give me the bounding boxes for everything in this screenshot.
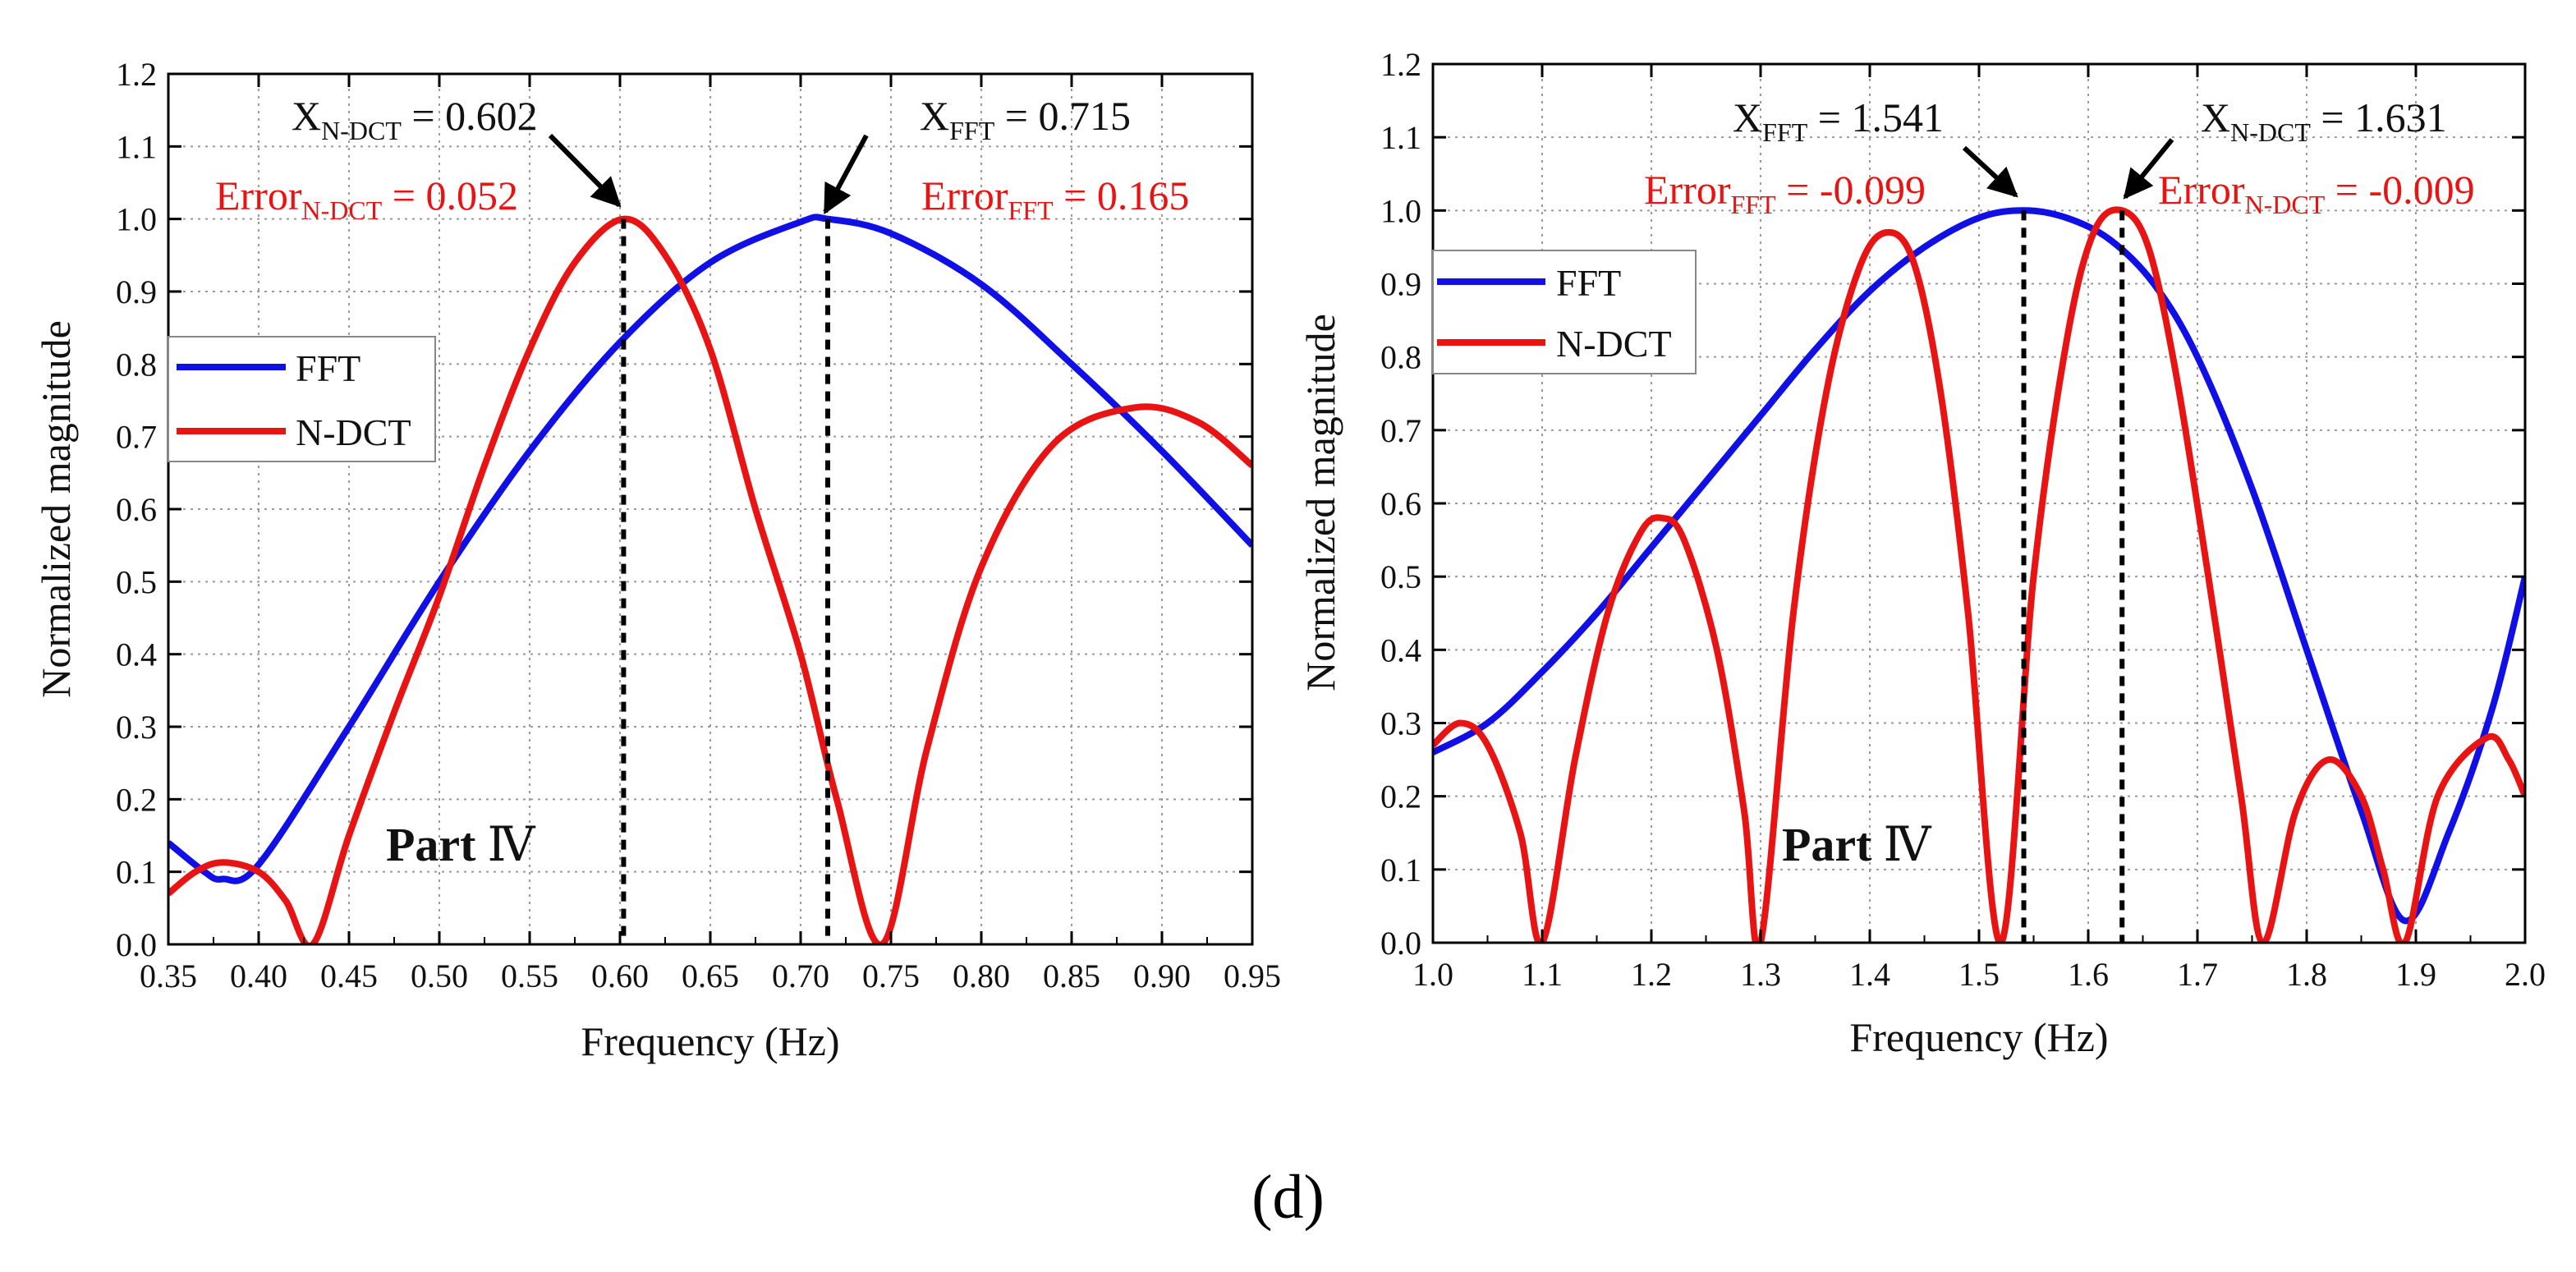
left-series xyxy=(168,214,1252,944)
right-annotation-x-ndct: XN-DCT = 1.631 xyxy=(2201,94,2447,147)
right-x-tick-label: 1.1 xyxy=(1522,956,1563,993)
left-y-tick-label: 1.1 xyxy=(116,128,157,165)
right-x-axis-label: Frequency (Hz) xyxy=(1849,1014,2108,1060)
right-y-tick-label: 0.7 xyxy=(1380,412,1421,449)
right-x-tick-label: 1.2 xyxy=(1631,956,1672,993)
left-series-n-dct xyxy=(168,215,1252,944)
left-y-tick-label: 0.6 xyxy=(116,491,157,528)
left-x-tick-label: 0.65 xyxy=(682,957,739,994)
left-x-axis-label: Frequency (Hz) xyxy=(581,1018,839,1064)
right-legend: FFT N-DCT xyxy=(1432,250,1697,374)
left-y-tick-label: 0.0 xyxy=(116,926,157,963)
left-y-tick-label: 0.9 xyxy=(116,273,157,310)
left-annotation-error-fft: ErrorFFT = 0.165 xyxy=(921,172,1189,225)
right-x-tick-label: 1.8 xyxy=(2286,956,2327,993)
left-annotation-x-fft: XFFT = 0.715 xyxy=(920,93,1131,145)
left-y-tick-label: 0.7 xyxy=(116,419,157,456)
left-x-tick-label: 0.80 xyxy=(953,957,1010,994)
left-annotation-error-ndct: ErrorN-DCT = 0.052 xyxy=(215,172,518,225)
right-legend-ndct-label: N-DCT xyxy=(1556,323,1672,365)
left-x-tick-label: 0.70 xyxy=(772,957,829,994)
left-series-fft xyxy=(168,214,1252,884)
left-legend-ndct-label: N-DCT xyxy=(296,411,411,453)
right-y-tick-label: 0.6 xyxy=(1380,485,1421,522)
left-x-tick-label: 0.90 xyxy=(1133,957,1191,994)
right-series-n-dct xyxy=(1433,206,2525,943)
left-legend: FFT N-DCT xyxy=(168,336,436,462)
left-legend-fft-label: FFT xyxy=(296,347,360,389)
left-ticks: 0.35 0.40 0.45 0.50 0.55 0.60 0.65 0.70 0.75 0.80… xyxy=(116,56,1281,994)
right-y-tick-label: 0.1 xyxy=(1380,852,1421,889)
left-y-tick-label: 0.5 xyxy=(116,563,157,600)
right-arrow-ndct xyxy=(2123,138,2174,200)
right-x-tick-label: 1.5 xyxy=(1958,956,2000,993)
right-series-fft xyxy=(1433,207,2525,925)
left-y-axis-label: Normalized magnitude xyxy=(33,320,79,698)
right-x-tick-label: 1.6 xyxy=(2068,956,2109,993)
right-y-tick-label: 0.2 xyxy=(1380,778,1421,815)
right-y-tick-label: 0.9 xyxy=(1380,266,1421,303)
right-x-tick-label: 1.4 xyxy=(1849,956,1890,993)
right-markers xyxy=(2021,210,2125,943)
right-x-tick-label: 1.7 xyxy=(2177,956,2218,993)
right-annotation-error-fft: ErrorFFT = -0.099 xyxy=(1644,167,1926,219)
left-x-tick-label: 0.55 xyxy=(501,957,558,994)
right-y-tick-label: 0.3 xyxy=(1380,705,1421,742)
right-x-tick-label: 1.0 xyxy=(1412,956,1453,993)
left-y-tick-label: 1.0 xyxy=(116,201,157,238)
right-y-tick-label: 1.1 xyxy=(1380,119,1421,156)
left-y-tick-label: 1.2 xyxy=(116,56,157,93)
right-y-tick-label: 1.2 xyxy=(1380,46,1421,83)
left-y-tick-label: 0.3 xyxy=(116,709,157,746)
left-x-tick-label: 0.35 xyxy=(140,957,197,994)
right-grid xyxy=(1433,64,2525,943)
right-y-tick-label: 0.0 xyxy=(1380,925,1421,962)
right-arrow-fft xyxy=(1962,145,2018,198)
left-x-tick-label: 0.75 xyxy=(862,957,920,994)
left-y-tick-label: 0.8 xyxy=(116,346,157,383)
left-x-tick-label: 0.85 xyxy=(1043,957,1100,994)
left-x-tick-label: 0.50 xyxy=(411,957,468,994)
right-x-tick-label: 1.3 xyxy=(1740,956,1781,993)
left-y-tick-label: 0.1 xyxy=(116,854,157,891)
right-y-tick-label: 0.4 xyxy=(1380,631,1421,668)
right-annotation-x-fft: XFFT = 1.541 xyxy=(1733,94,1944,147)
figure-caption: (d) xyxy=(1251,1163,1325,1232)
right-y-axis-label: Normalized magnitude xyxy=(1297,314,1343,691)
right-chart: 1.0 1.1 1.2 1.3 1.4 1.5 1.6 1.7 1.8 1.9 2.0 0.0 0.1 0… xyxy=(1297,46,2546,1060)
right-x-tick-label: 2.0 xyxy=(2505,956,2546,993)
left-y-tick-label: 0.4 xyxy=(116,636,157,673)
left-arrow-fft xyxy=(823,134,869,215)
left-y-tick-label: 0.2 xyxy=(116,781,157,818)
left-annotation-x-ndct: XN-DCT = 0.602 xyxy=(292,93,538,145)
right-y-tick-label: 1.0 xyxy=(1380,192,1421,229)
left-x-tick-label: 0.60 xyxy=(591,957,649,994)
left-arrow-ndct xyxy=(548,133,622,208)
right-x-tick-label: 1.9 xyxy=(2395,956,2436,993)
right-y-tick-label: 0.8 xyxy=(1380,339,1421,376)
left-markers xyxy=(621,218,830,944)
left-chart: 0.35 0.40 0.45 0.50 0.55 0.60 0.65 0.70 0.75 0.80… xyxy=(33,56,1281,1064)
right-legend-fft-label: FFT xyxy=(1556,262,1621,304)
right-part-label: Part Ⅳ xyxy=(1782,818,1932,871)
left-x-tick-label: 0.45 xyxy=(320,957,378,994)
left-part-label: Part Ⅳ xyxy=(386,818,536,871)
right-series xyxy=(1433,206,2525,943)
left-x-tick-label: 0.95 xyxy=(1224,957,1281,994)
right-y-tick-label: 0.5 xyxy=(1380,558,1421,595)
left-x-tick-label: 0.40 xyxy=(230,957,287,994)
right-annotation-error-ndct: ErrorN-DCT = -0.009 xyxy=(2158,167,2475,219)
